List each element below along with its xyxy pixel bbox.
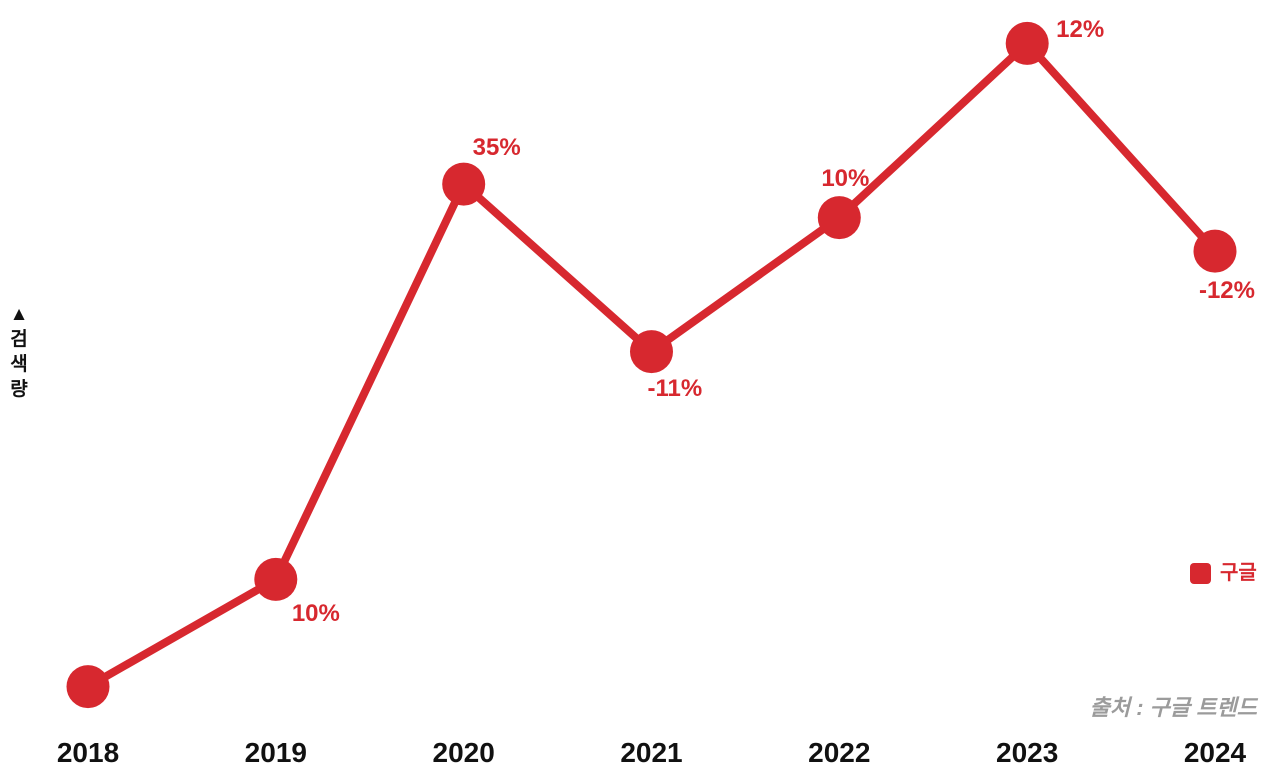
x-tick-2023: 2023 [995,737,1059,768]
source-caption: 출처 : 구글 트렌드 [1089,695,1257,720]
legend-label: 구글 [1220,562,1257,584]
point-label-2022: 10% [821,164,870,192]
data-point-2020 [442,162,486,206]
point-label-2019: 10% [291,600,340,628]
data-point-2019 [254,557,298,601]
point-label-2020: 35% [472,134,521,162]
point-label-2023: 12% [1056,16,1105,44]
data-point-2024 [1193,229,1237,273]
legend-swatch-icon [1190,563,1211,584]
y-axis-label: ▲ 검 색 량 [9,304,29,400]
x-tick-2019: 2019 [244,737,307,768]
legend: 구글 [1190,563,1257,584]
x-tick-2018: 2018 [56,737,120,768]
x-tick-2020: 2020 [432,737,495,768]
point-label-2021: -11% [647,374,703,402]
data-point-2018 [66,665,110,709]
x-tick-2024: 2024 [1183,737,1247,768]
point-label-2024: -12% [1198,277,1255,305]
x-tick-2022: 2022 [808,737,871,768]
data-point-2022 [817,196,861,240]
x-tick-2021: 2021 [620,737,683,768]
data-point-2023 [1005,21,1049,65]
data-point-2021 [630,330,673,374]
